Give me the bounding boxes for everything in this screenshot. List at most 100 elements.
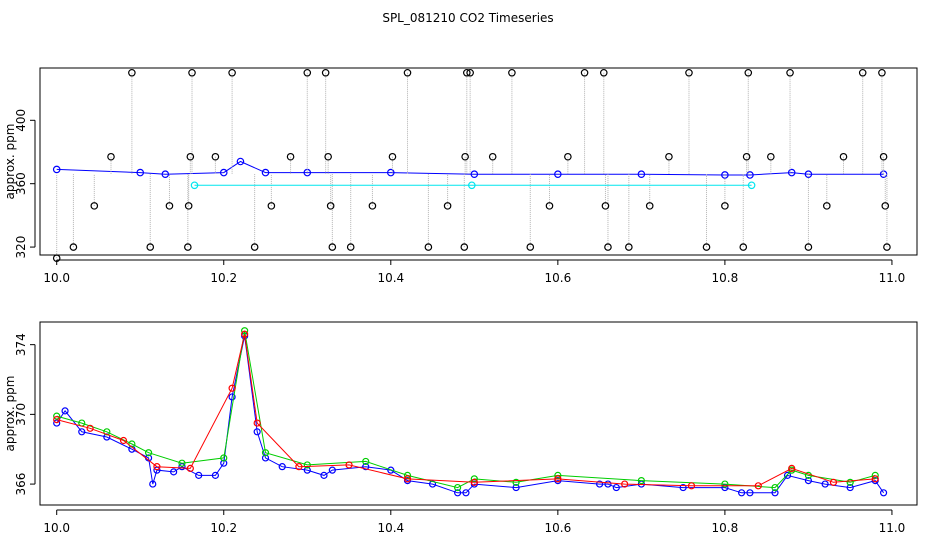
bottom-y-tick-label: 374 (14, 333, 28, 356)
data-point (804, 477, 813, 485)
data-point (879, 152, 888, 161)
data-point (468, 181, 476, 190)
data-point (165, 202, 174, 210)
top-series-1 (52, 68, 891, 262)
bottom-y-tick-label: 370 (14, 403, 28, 426)
data-point (881, 202, 890, 210)
data-point (387, 466, 395, 474)
top-x-axis: 10.0 10.2 10.4 10.6 10.8 11.0 (43, 259, 905, 285)
bottom-y-tick-label: 366 (14, 473, 28, 496)
top-x-tick-label: 10.0 (43, 271, 70, 285)
data-point (241, 327, 249, 335)
data-point (554, 170, 562, 178)
bottom-y-axis: 366 370 374 (14, 333, 36, 496)
data-point (839, 152, 848, 161)
data-point (454, 489, 462, 497)
data-point (744, 68, 753, 77)
data-point (128, 68, 136, 77)
data-point (386, 168, 395, 177)
data-point (236, 157, 245, 166)
data-point (184, 202, 193, 210)
data-point (220, 454, 228, 462)
data-point (424, 243, 433, 251)
data-point (564, 152, 572, 161)
data-point (443, 202, 452, 210)
data-point (687, 482, 696, 490)
data-point (754, 482, 762, 490)
data-point (470, 170, 479, 178)
data-point (321, 68, 330, 77)
data-point (61, 407, 69, 415)
data-point (463, 68, 471, 77)
data-point (746, 171, 754, 179)
data-point (621, 480, 629, 488)
data-point (278, 463, 286, 471)
data-point (804, 243, 813, 251)
data-point (184, 243, 192, 251)
data-point (596, 480, 604, 488)
data-point (295, 463, 303, 471)
data-point (211, 152, 220, 161)
data-point (788, 464, 796, 472)
bottom-series-2 (53, 330, 879, 490)
data-point (153, 463, 161, 471)
bottom-series-1 (53, 327, 879, 492)
data-point (821, 480, 829, 488)
top-x-tick-label: 10.4 (377, 271, 404, 285)
data-point (86, 424, 94, 432)
data-point (220, 459, 228, 467)
data-point (879, 489, 888, 497)
data-point (737, 489, 746, 497)
data-point (228, 384, 236, 392)
data-point (637, 477, 645, 485)
data-point (69, 243, 78, 251)
data-point (53, 416, 61, 424)
bottom-x-tick-label: 10.2 (210, 521, 237, 535)
data-point (403, 68, 412, 77)
data-point (368, 202, 377, 210)
data-point (508, 68, 516, 77)
data-point (267, 202, 276, 210)
data-point (186, 464, 194, 472)
data-point (253, 428, 261, 436)
data-point (787, 168, 796, 177)
data-point (403, 471, 412, 479)
data-point (188, 68, 196, 77)
data-point (580, 68, 589, 77)
top-y-tick-label: 400 (14, 109, 28, 132)
data-point (136, 168, 145, 177)
data-point (526, 243, 535, 251)
data-point (328, 466, 336, 474)
data-point (702, 243, 711, 251)
data-point (545, 202, 554, 210)
data-point (303, 68, 312, 77)
data-point (721, 480, 729, 488)
data-point (858, 68, 867, 77)
data-point (685, 68, 693, 77)
data-point (771, 483, 779, 492)
data-point (645, 202, 654, 210)
bottom-x-tick-label: 11.0 (879, 521, 906, 535)
data-point (161, 170, 170, 178)
data-point (512, 483, 520, 492)
data-point (804, 170, 813, 178)
bottom-plot-frame (39, 321, 918, 506)
data-point (170, 468, 178, 476)
top-series-0 (52, 157, 888, 179)
bottom-x-axis: 10.0 10.2 10.4 10.6 10.8 11.0 (43, 509, 906, 535)
data-point (303, 461, 311, 469)
data-point (241, 330, 249, 338)
data-point (346, 243, 355, 251)
data-point (261, 449, 270, 457)
top-series-2 (190, 181, 756, 190)
data-point (146, 243, 155, 251)
data-point (767, 152, 775, 161)
data-point (461, 152, 469, 161)
data-point (345, 461, 353, 469)
data-point (303, 466, 311, 474)
data-point (679, 483, 687, 492)
top-x-tick-label: 10.8 (712, 271, 739, 285)
data-point (228, 393, 236, 401)
data-point (261, 168, 270, 177)
data-point (721, 171, 729, 179)
